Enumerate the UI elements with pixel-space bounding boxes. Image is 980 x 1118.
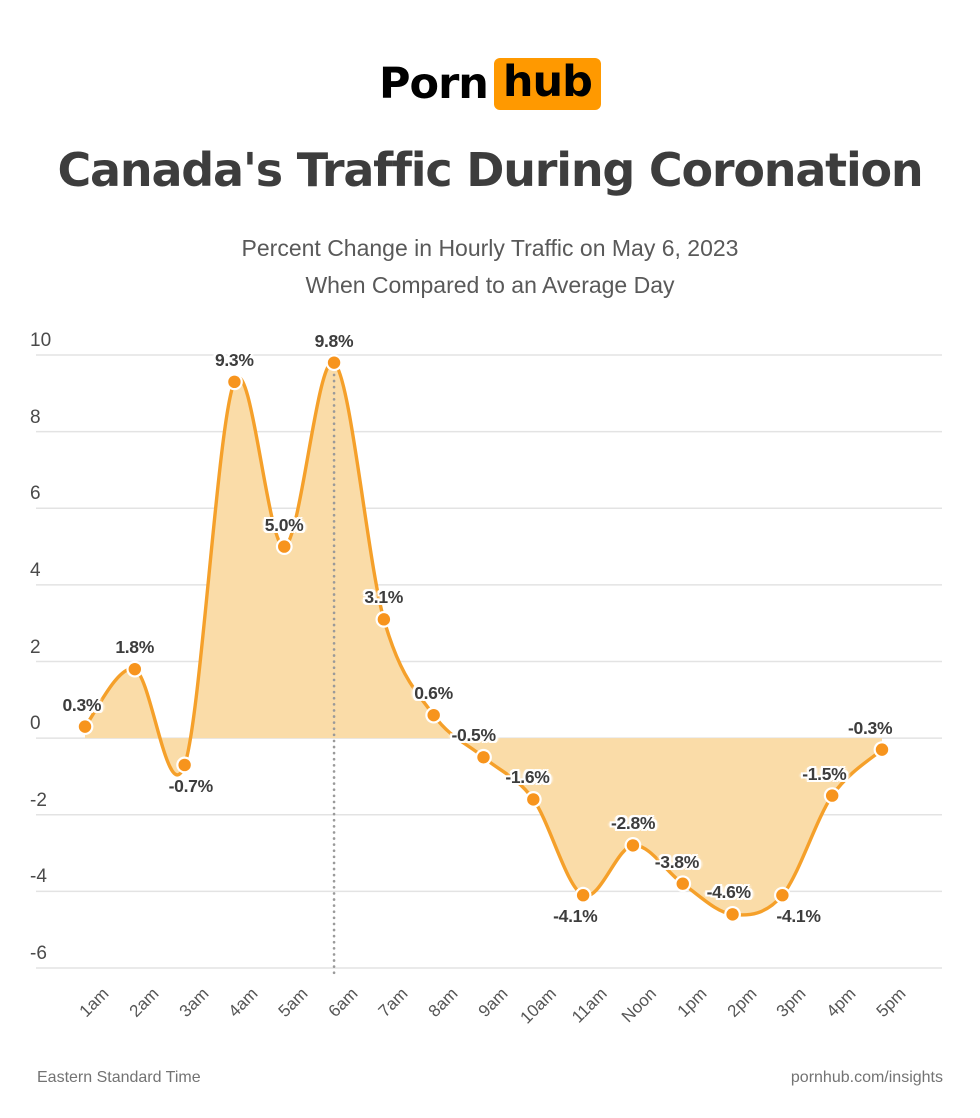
data-point-label: -4.1% [553,906,598,927]
data-point-marker[interactable] [128,662,142,676]
data-point-marker[interactable] [327,356,341,369]
y-axis-tick-label: 0 [30,713,41,735]
y-axis-tick-label: 10 [30,330,52,351]
data-point-label: -2.8% [610,813,656,834]
data-point-marker[interactable] [477,751,490,764]
data-point-marker[interactable] [427,708,440,722]
y-axis-tick-label: -6 [30,943,47,964]
data-point-label: -4.6% [706,882,752,903]
data-point-marker[interactable] [776,889,789,902]
data-point-marker[interactable] [228,375,241,389]
data-point-label: 9.8% [314,330,354,351]
y-axis-tick-label: 4 [30,559,41,581]
area-fill [85,362,882,915]
data-point-marker[interactable] [626,839,640,852]
data-point-marker[interactable] [726,908,739,921]
footer-timezone-note: Eastern Standard Time [37,1069,201,1086]
data-point-marker[interactable] [278,540,291,553]
data-point-marker[interactable] [576,889,590,902]
subtitle-line-2: When Compared to an Average Day [305,272,675,298]
data-point-marker[interactable] [825,789,839,802]
logo-text-porn: Porn [379,58,489,109]
data-point-marker[interactable] [377,613,391,626]
data-point-marker[interactable] [875,743,889,756]
y-axis-tick-label: -2 [30,789,47,811]
data-point-label: -3.8% [654,851,700,872]
data-point-label: -1.6% [505,767,550,788]
data-point-label: -0.7% [168,775,214,796]
data-point-marker[interactable] [527,793,540,806]
data-point-label: -4.1% [776,906,821,927]
brand-logo: Porn hub [0,58,980,110]
page-subtitle: Percent Change in Hourly Traffic on May … [0,230,980,304]
data-point-label: 5.0% [264,514,304,535]
subtitle-line-1: Percent Change in Hourly Traffic on May … [241,235,739,261]
page-title: Canada's Traffic During Coronation [57,143,924,197]
trend-line [83,360,884,917]
data-point-marker[interactable] [178,758,191,772]
data-point-label: -1.5% [802,763,847,784]
y-axis-tick-label: 6 [30,483,41,505]
data-point-label: 3.1% [364,587,404,608]
data-point-label: 0.3% [62,694,102,715]
data-point-marker[interactable] [676,877,689,890]
data-point-marker[interactable] [78,720,92,733]
data-point-label: 0.6% [414,683,453,704]
data-point-label: 1.8% [115,637,155,658]
y-axis-tick-label: 8 [30,406,41,428]
data-point-label: 9.3% [214,349,254,370]
y-axis-tick-label: -4 [30,866,47,888]
logo-text-hub: hub [493,58,601,110]
data-point-label: -0.5% [451,725,497,746]
y-axis-tick-label: 2 [30,636,41,658]
footer-site-link[interactable]: pornhub.com/insights [790,1069,943,1086]
data-point-label: -0.3% [848,717,893,738]
